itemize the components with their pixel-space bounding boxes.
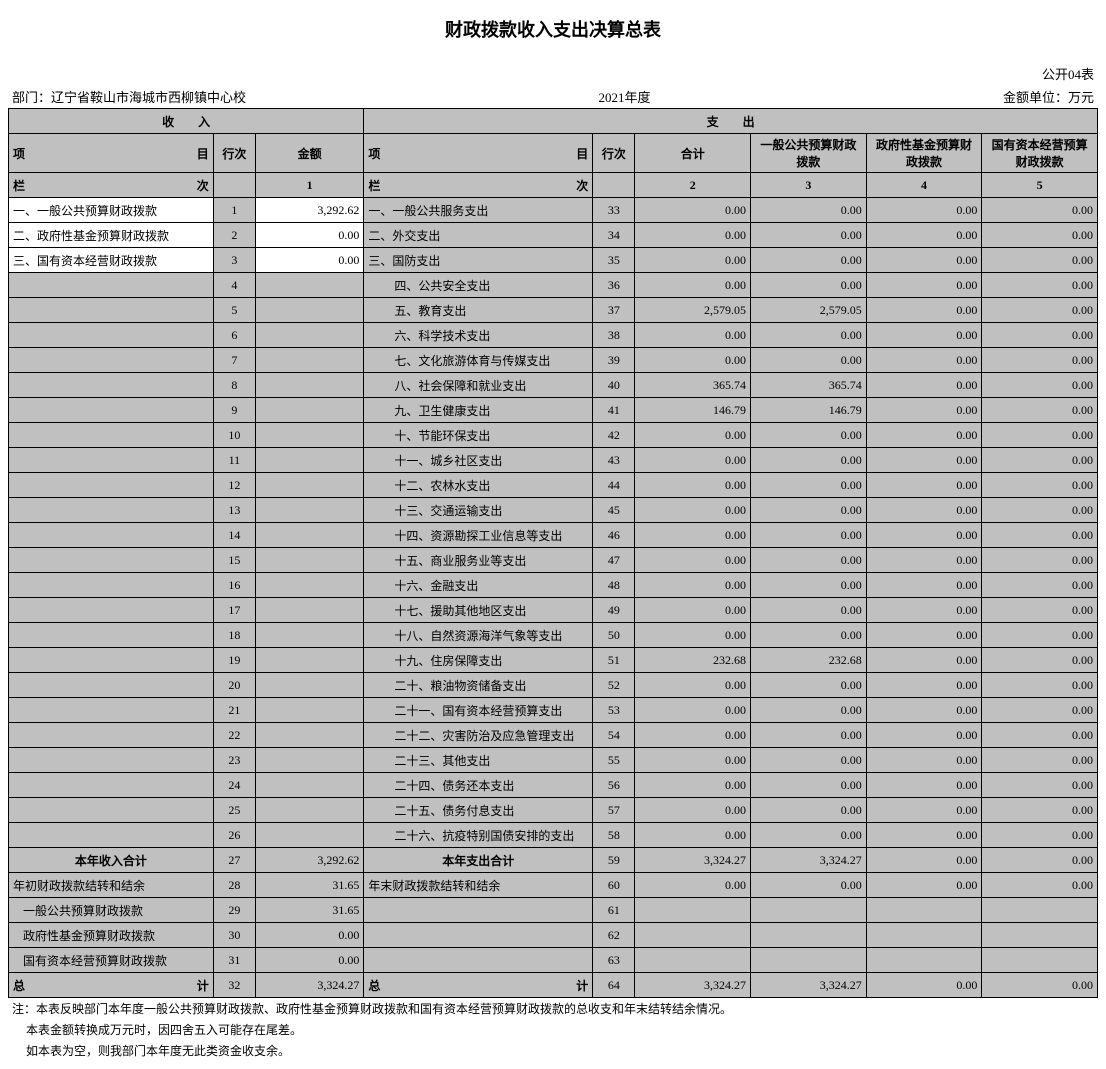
carry-row: 一般公共预算财政拨款2931.6561 bbox=[9, 898, 1098, 923]
table-row: 7七、文化旅游体育与传媒支出390.000.000.000.00 bbox=[9, 348, 1098, 373]
table-row: 16十六、金融支出480.000.000.000.00 bbox=[9, 573, 1098, 598]
table-row: 三、国有资本经营财政拨款30.00三、国防支出350.000.000.000.0… bbox=[9, 248, 1098, 273]
header-item-in: 项 目 bbox=[9, 134, 214, 173]
colnum-4: 4 bbox=[866, 173, 982, 198]
dept-line: 部门：辽宁省鞍山市海城市西柳镇中心校 bbox=[12, 87, 246, 106]
header-income: 收 入 bbox=[9, 109, 364, 134]
header-col-ex: 栏 次 bbox=[364, 173, 593, 198]
table-row: 二、政府性基金预算财政拨款20.00二、外交支出340.000.000.000.… bbox=[9, 223, 1098, 248]
colnum-2: 2 bbox=[635, 173, 751, 198]
header-total: 合计 bbox=[635, 134, 751, 173]
carry-row: 年初财政拨款结转和结余2831.65年末财政拨款结转和结余600.000.000… bbox=[9, 873, 1098, 898]
table-row: 15十五、商业服务业等支出470.000.000.000.00 bbox=[9, 548, 1098, 573]
fiscal-year: 2021年度 bbox=[599, 87, 651, 106]
colnum-5: 5 bbox=[982, 173, 1098, 198]
amount-unit: 金额单位：万元 bbox=[1003, 87, 1094, 106]
colnum-3: 3 bbox=[751, 173, 867, 198]
table-row: 5五、教育支出372,579.052,579.050.000.00 bbox=[9, 298, 1098, 323]
budget-table: 收 入 支 出 项 目 行次 金额 项 目 行次 合计 一般公共预算财政拨款 政… bbox=[8, 108, 1098, 998]
header-rownum-ex: 行次 bbox=[593, 134, 635, 173]
table-row: 8八、社会保障和就业支出40365.74365.740.000.00 bbox=[9, 373, 1098, 398]
grand-total-row: 总 计323,324.27总 计643,324.273,324.270.000.… bbox=[9, 973, 1098, 998]
table-row: 12十二、农林水支出440.000.000.000.00 bbox=[9, 473, 1098, 498]
table-row: 17十七、援助其他地区支出490.000.000.000.00 bbox=[9, 598, 1098, 623]
colnum-1: 1 bbox=[255, 173, 363, 198]
table-row: 22二十二、灾害防治及应急管理支出540.000.000.000.00 bbox=[9, 723, 1098, 748]
header-c3: 一般公共预算财政拨款 bbox=[751, 134, 867, 173]
page-title: 财政拨款收入支出决算总表 bbox=[8, 8, 1098, 62]
table-row: 13十三、交通运输支出450.000.000.000.00 bbox=[9, 498, 1098, 523]
subtotal-row: 本年收入合计273,292.62本年支出合计593,324.273,324.27… bbox=[9, 848, 1098, 873]
table-row: 4四、公共安全支出360.000.000.000.00 bbox=[9, 273, 1098, 298]
table-row: 14十四、资源勘探工业信息等支出460.000.000.000.00 bbox=[9, 523, 1098, 548]
carry-row: 国有资本经营预算财政拨款310.0063 bbox=[9, 948, 1098, 973]
footnote-2: 本表金额转换成万元时，因四舍五入可能存在尾差。 bbox=[8, 1019, 1098, 1040]
header-c5: 国有资本经营预算财政拨款 bbox=[982, 134, 1098, 173]
header-rownum-in: 行次 bbox=[213, 134, 255, 173]
carry-row: 政府性基金预算财政拨款300.0062 bbox=[9, 923, 1098, 948]
form-number: 公开04表 bbox=[1042, 64, 1094, 83]
table-row: 24二十四、债务还本支出560.000.000.000.00 bbox=[9, 773, 1098, 798]
table-row: 25二十五、债务付息支出570.000.000.000.00 bbox=[9, 798, 1098, 823]
header-expense: 支 出 bbox=[364, 109, 1098, 134]
table-row: 21二十一、国有资本经营预算支出530.000.000.000.00 bbox=[9, 698, 1098, 723]
table-row: 26二十六、抗疫特别国债安排的支出580.000.000.000.00 bbox=[9, 823, 1098, 848]
footnote-3: 如本表为空，则我部门本年度无此类资金收支余。 bbox=[8, 1040, 1098, 1061]
header-c4: 政府性基金预算财政拨款 bbox=[866, 134, 982, 173]
table-row: 20二十、粮油物资储备支出520.000.000.000.00 bbox=[9, 673, 1098, 698]
table-row: 19十九、住房保障支出51232.68232.680.000.00 bbox=[9, 648, 1098, 673]
table-row: 6六、科学技术支出380.000.000.000.00 bbox=[9, 323, 1098, 348]
table-row: 9九、卫生健康支出41146.79146.790.000.00 bbox=[9, 398, 1098, 423]
table-row: 23二十三、其他支出550.000.000.000.00 bbox=[9, 748, 1098, 773]
footnote-1: 注：本表反映部门本年度一般公共预算财政拨款、政府性基金预算财政拨款和国有资本经营… bbox=[8, 998, 1098, 1019]
header-item-ex: 项 目 bbox=[364, 134, 593, 173]
header-amount: 金额 bbox=[255, 134, 363, 173]
table-row: 11十一、城乡社区支出430.000.000.000.00 bbox=[9, 448, 1098, 473]
header-col-in: 栏 次 bbox=[9, 173, 214, 198]
table-row: 一、一般公共预算财政拨款13,292.62一、一般公共服务支出330.000.0… bbox=[9, 198, 1098, 223]
table-row: 18十八、自然资源海洋气象等支出500.000.000.000.00 bbox=[9, 623, 1098, 648]
table-row: 10十、节能环保支出420.000.000.000.00 bbox=[9, 423, 1098, 448]
